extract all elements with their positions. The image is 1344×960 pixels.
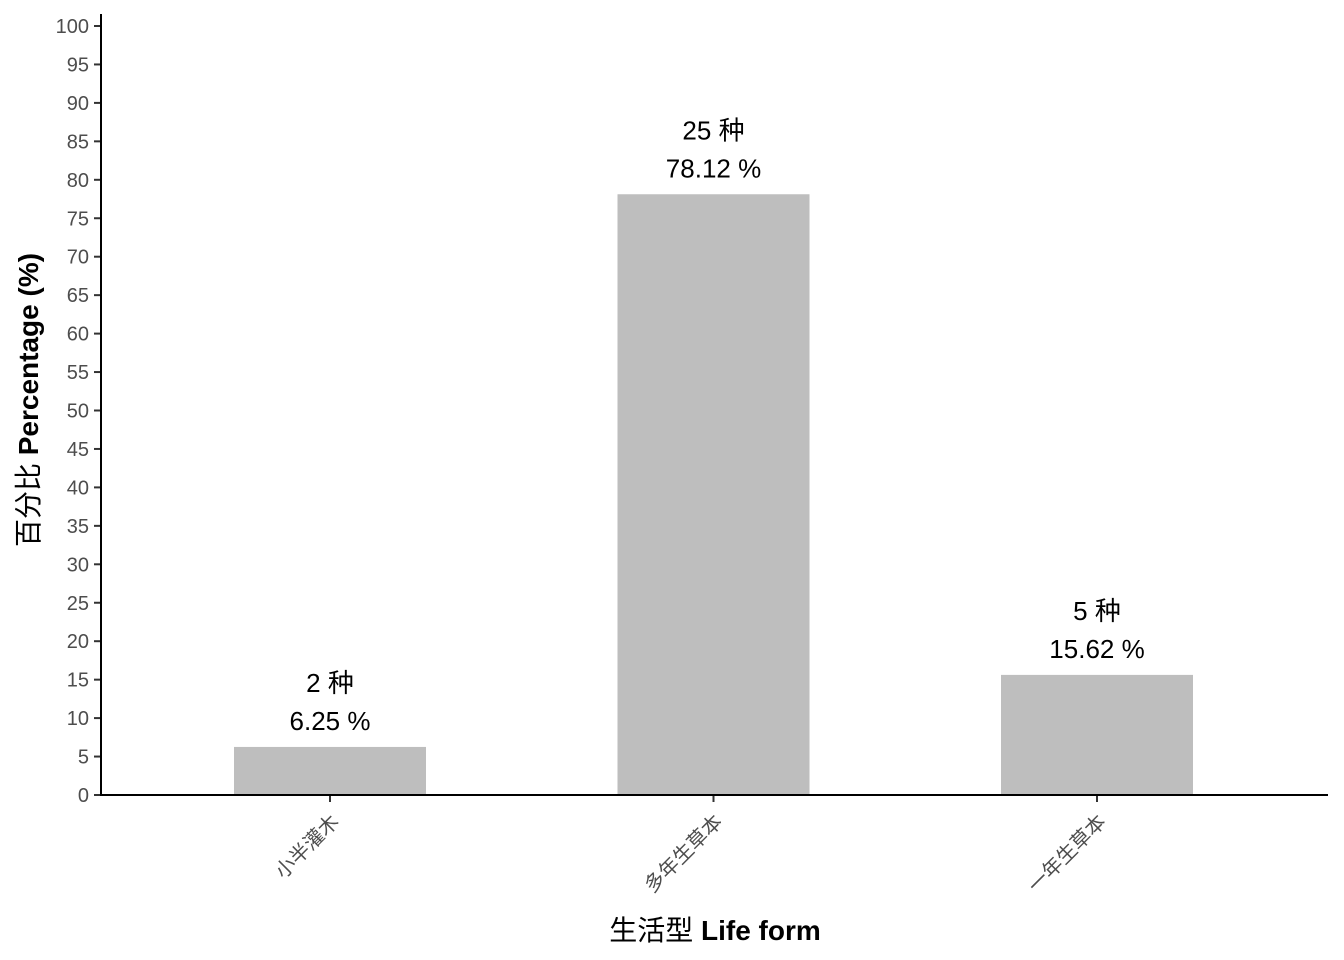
y-axis-title-en-text: Percentage (%) <box>13 253 44 455</box>
y-axis-title: 百分比 Percentage (%) <box>12 253 45 547</box>
data-label-count: 2 种 <box>306 668 354 698</box>
bar <box>1001 674 1193 795</box>
y-tick-label: 90 <box>67 93 89 115</box>
x-tick-label: 一年生草本 <box>1023 810 1111 898</box>
x-axis-title-zh: 生活型 <box>609 914 693 947</box>
y-tick-label: 85 <box>67 131 89 153</box>
y-tick-label: 35 <box>67 516 89 538</box>
y-tick-label: 100 <box>56 16 89 38</box>
x-tick-label: 小半灌木 <box>270 810 344 884</box>
data-labels: 2 种 6.25 % 25 种 78.12 % 5 种 15.62 % <box>290 115 1145 736</box>
y-tick-label: 40 <box>67 477 89 499</box>
x-axis-title: 生活型 Life form <box>609 914 821 947</box>
y-tick-label: 80 <box>67 170 89 192</box>
y-tick-label: 5 <box>78 747 89 769</box>
y-tick-label: 50 <box>67 401 89 423</box>
y-axis-ticks: 0 5 10 15 20 25 30 35 40 45 50 55 60 65 70 75 80 85 90 95 10… <box>56 16 101 807</box>
y-tick-label: 55 <box>67 362 89 384</box>
x-tick-label: 多年生草本 <box>639 810 727 898</box>
y-tick-label: 95 <box>67 54 89 76</box>
y-tick-label: 75 <box>67 208 89 230</box>
x-axis-ticks: 小半灌木 多年生草本 一年生草本 <box>270 795 1111 897</box>
data-label-percent: 78.12 % <box>666 153 761 183</box>
bar <box>617 194 810 795</box>
y-tick-label: 10 <box>67 708 89 730</box>
y-tick-label: 70 <box>67 247 89 269</box>
y-tick-label: 15 <box>67 670 89 692</box>
x-axis-title-en-text: Life form <box>701 915 821 946</box>
data-label-count: 25 种 <box>682 115 744 145</box>
y-tick-label: 45 <box>67 439 89 461</box>
y-axis-title-zh: 百分比 <box>12 463 45 547</box>
y-tick-label: 20 <box>67 631 89 653</box>
y-tick-label: 65 <box>67 285 89 307</box>
y-tick-label: 0 <box>78 785 89 807</box>
y-tick-label: 30 <box>67 554 89 576</box>
bar <box>234 746 426 795</box>
data-label-count: 5 种 <box>1073 596 1121 626</box>
y-tick-label: 60 <box>67 324 89 346</box>
data-label-percent: 15.62 % <box>1049 634 1144 664</box>
y-tick-label: 25 <box>67 593 89 615</box>
bars <box>234 194 1193 795</box>
data-label-percent: 6.25 % <box>290 706 371 736</box>
